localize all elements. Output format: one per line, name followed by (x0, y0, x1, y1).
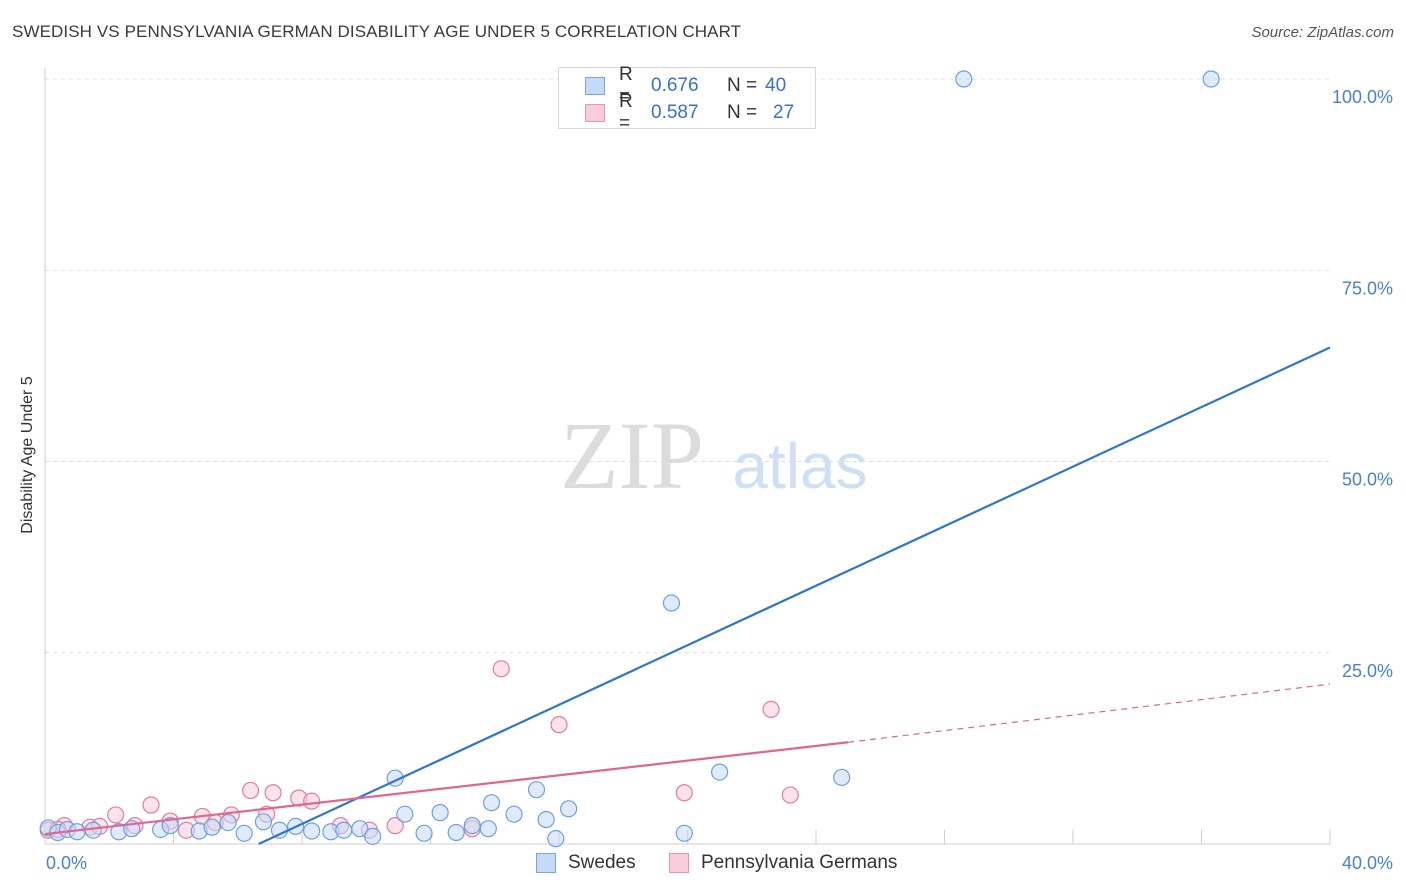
trend-line-pennsylvania-germans-extension (848, 683, 1331, 743)
trend-lines (44, 346, 1331, 845)
data-point-pennsylvania-germans (242, 781, 260, 800)
data-point-swedes (505, 805, 523, 823)
source-credit: Source: ZipAtlas.com (1251, 24, 1394, 41)
data-point-swedes (527, 781, 546, 799)
watermark: ZIP atlas (560, 402, 868, 509)
data-point-swedes (351, 820, 369, 838)
data-point-swedes (396, 805, 414, 823)
data-point-swedes (203, 818, 221, 836)
trend-line-swedes (258, 346, 1331, 845)
data-point-pennsylvania-germans (492, 660, 510, 678)
data-point-pennsylvania-germans (303, 792, 321, 810)
gridlines (45, 78, 1330, 654)
legend-swatch-pennsylvania-germans (585, 104, 605, 122)
data-point-swedes (219, 813, 237, 832)
data-point-pennsylvania-germans (386, 817, 404, 835)
data-point-swedes (447, 823, 465, 842)
data-point-pennsylvania-germans (107, 806, 125, 824)
data-point-swedes (254, 813, 273, 831)
data-point-pennsylvania-germans (550, 716, 568, 734)
data-point-swedes (161, 817, 179, 835)
legend-r-value: 0.676 (651, 75, 699, 96)
data-point-pennsylvania-germans (781, 786, 799, 804)
x-tick-label: 0.0% (46, 853, 87, 873)
y-tick-label: 25.0% (1342, 661, 1393, 681)
legend-r-value: 0.587 (651, 102, 699, 123)
data-point-swedes (415, 824, 433, 842)
series-pennsylvania-germans (39, 660, 799, 839)
data-point-swedes (364, 827, 382, 845)
data-point-swedes (537, 810, 555, 829)
bottom-legend-label: Pennsylvania Germans (701, 852, 898, 873)
data-point-pennsylvania-germans (762, 700, 780, 718)
legend-r-label: R = (619, 64, 633, 107)
data-point-swedes (1202, 70, 1220, 88)
data-point-swedes (479, 820, 497, 838)
tick-labels: 25.0% 50.0% 75.0% 100.0% 0.0% 40.0% (46, 87, 1393, 873)
legend-swatch-swedes (585, 77, 605, 95)
x-tick-label: 40.0% (1342, 853, 1393, 873)
data-point-pennsylvania-germans (264, 784, 282, 802)
legend-n-label: N = (727, 102, 758, 123)
correlation-legend: R = 0.676 N = 40 R = 0.587 N = 27 (558, 64, 816, 134)
data-point-swedes (431, 804, 449, 822)
data-point-swedes (833, 768, 851, 787)
trend-line-pennsylvania-germans (44, 741, 849, 836)
data-point-swedes (547, 830, 565, 848)
legend-n-value: 27 (773, 102, 795, 123)
data-point-swedes (303, 822, 321, 840)
data-point-pennsylvania-germans (142, 796, 160, 814)
data-point-swedes (235, 824, 253, 842)
watermark-zip: ZIP (560, 402, 704, 509)
series-swedes (39, 70, 1220, 848)
bottom-legend-label: Swedes (568, 852, 636, 873)
bottom-legend-swatch-swedes (536, 853, 556, 873)
data-point-swedes (482, 794, 501, 812)
data-point-swedes (662, 594, 681, 612)
data-point-swedes (463, 817, 481, 835)
y-tick-label: 50.0% (1342, 470, 1393, 490)
y-tick-label: 75.0% (1342, 278, 1393, 298)
data-point-swedes (335, 821, 353, 839)
watermark-atlas: atlas (732, 430, 867, 502)
legend-n-value: 40 (765, 75, 787, 96)
data-point-swedes (675, 824, 693, 842)
legend-r-label: R = (619, 91, 633, 134)
bottom-legend-swatch-pennsylvania-germans (669, 853, 689, 873)
y-tick-label: 100.0% (1332, 87, 1393, 107)
legend-n-label: N = (727, 75, 758, 96)
data-point-swedes (711, 763, 729, 781)
data-point-swedes (560, 800, 578, 818)
data-point-pennsylvania-germans (675, 784, 693, 802)
data-point-swedes (955, 70, 973, 88)
chart-title: SWEDISH VS PENNSYLVANIA GERMAN DISABILIT… (12, 22, 742, 41)
